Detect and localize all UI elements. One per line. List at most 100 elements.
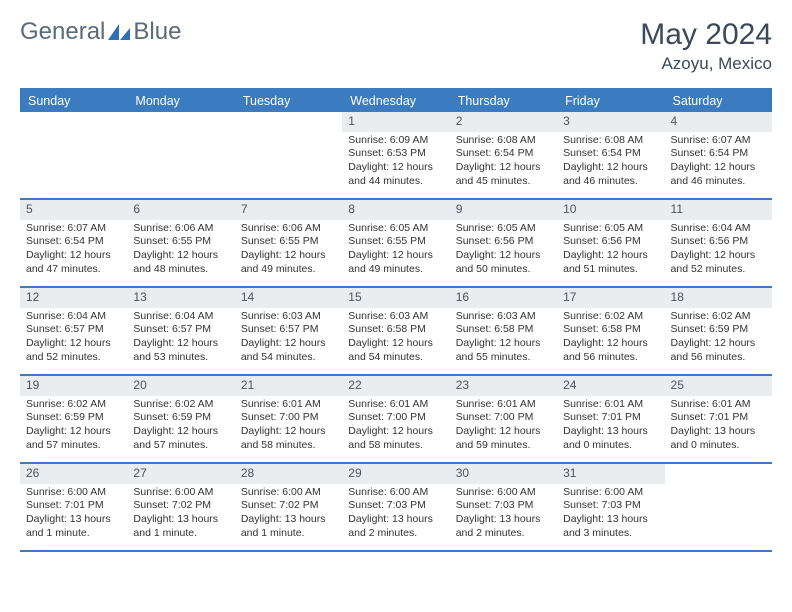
daylight1-text: Daylight: 12 hours	[456, 161, 551, 175]
day-details: Sunrise: 6:01 AMSunset: 7:00 PMDaylight:…	[450, 396, 557, 457]
day-cell: 18Sunrise: 6:02 AMSunset: 6:59 PMDayligh…	[665, 288, 772, 374]
day-number: 28	[235, 464, 342, 484]
day-number: 11	[665, 200, 772, 220]
sunrise-text: Sunrise: 6:01 AM	[671, 398, 766, 412]
daylight1-text: Daylight: 12 hours	[133, 425, 228, 439]
day-number: 14	[235, 288, 342, 308]
daylight2-text: and 54 minutes.	[241, 351, 336, 365]
day-number: 2	[450, 112, 557, 132]
day-details: Sunrise: 6:02 AMSunset: 6:59 PMDaylight:…	[20, 396, 127, 457]
week-row: 12Sunrise: 6:04 AMSunset: 6:57 PMDayligh…	[20, 288, 772, 376]
calendar-page: General Blue May 2024 Azoyu, Mexico Sund…	[0, 0, 792, 562]
sunrise-text: Sunrise: 6:05 AM	[563, 222, 658, 236]
sunrise-text: Sunrise: 6:06 AM	[241, 222, 336, 236]
day-cell: 29Sunrise: 6:00 AMSunset: 7:03 PMDayligh…	[342, 464, 449, 550]
daylight2-text: and 58 minutes.	[348, 439, 443, 453]
sunset-text: Sunset: 6:54 PM	[671, 147, 766, 161]
day-cell: 30Sunrise: 6:00 AMSunset: 7:03 PMDayligh…	[450, 464, 557, 550]
week-row: 5Sunrise: 6:07 AMSunset: 6:54 PMDaylight…	[20, 200, 772, 288]
daylight2-text: and 57 minutes.	[26, 439, 121, 453]
day-details: Sunrise: 6:05 AMSunset: 6:55 PMDaylight:…	[342, 220, 449, 281]
weeks-container: 1Sunrise: 6:09 AMSunset: 6:53 PMDaylight…	[20, 112, 772, 552]
day-cell: 11Sunrise: 6:04 AMSunset: 6:56 PMDayligh…	[665, 200, 772, 286]
daylight1-text: Daylight: 12 hours	[456, 425, 551, 439]
day-details: Sunrise: 6:07 AMSunset: 6:54 PMDaylight:…	[20, 220, 127, 281]
sunrise-text: Sunrise: 6:07 AM	[26, 222, 121, 236]
day-details: Sunrise: 6:02 AMSunset: 6:59 PMDaylight:…	[127, 396, 234, 457]
day-cell: 4Sunrise: 6:07 AMSunset: 6:54 PMDaylight…	[665, 112, 772, 198]
day-details: Sunrise: 6:06 AMSunset: 6:55 PMDaylight:…	[235, 220, 342, 281]
day-number: 17	[557, 288, 664, 308]
day-cell: 21Sunrise: 6:01 AMSunset: 7:00 PMDayligh…	[235, 376, 342, 462]
daylight1-text: Daylight: 13 hours	[456, 513, 551, 527]
sunset-text: Sunset: 6:54 PM	[26, 235, 121, 249]
sunset-text: Sunset: 6:57 PM	[133, 323, 228, 337]
day-details: Sunrise: 6:00 AMSunset: 7:03 PMDaylight:…	[342, 484, 449, 545]
sunset-text: Sunset: 6:54 PM	[456, 147, 551, 161]
daylight2-text: and 51 minutes.	[563, 263, 658, 277]
day-details: Sunrise: 6:01 AMSunset: 7:01 PMDaylight:…	[665, 396, 772, 457]
daylight2-text: and 56 minutes.	[563, 351, 658, 365]
sunrise-text: Sunrise: 6:01 AM	[241, 398, 336, 412]
daylight1-text: Daylight: 13 hours	[671, 425, 766, 439]
day-number: 15	[342, 288, 449, 308]
sunset-text: Sunset: 7:03 PM	[456, 499, 551, 513]
sunrise-text: Sunrise: 6:02 AM	[671, 310, 766, 324]
sunrise-text: Sunrise: 6:09 AM	[348, 134, 443, 148]
daylight1-text: Daylight: 12 hours	[563, 249, 658, 263]
day-details: Sunrise: 6:04 AMSunset: 6:56 PMDaylight:…	[665, 220, 772, 281]
sunset-text: Sunset: 6:56 PM	[456, 235, 551, 249]
daylight2-text: and 52 minutes.	[671, 263, 766, 277]
day-number: 24	[557, 376, 664, 396]
daylight2-text: and 0 minutes.	[563, 439, 658, 453]
daylight1-text: Daylight: 12 hours	[671, 337, 766, 351]
day-number: 30	[450, 464, 557, 484]
daylight2-text: and 52 minutes.	[26, 351, 121, 365]
day-header: Monday	[127, 90, 234, 112]
day-number: 3	[557, 112, 664, 132]
day-number: 23	[450, 376, 557, 396]
sunrise-text: Sunrise: 6:01 AM	[348, 398, 443, 412]
day-header: Saturday	[665, 90, 772, 112]
day-details: Sunrise: 6:04 AMSunset: 6:57 PMDaylight:…	[20, 308, 127, 369]
day-cell: 15Sunrise: 6:03 AMSunset: 6:58 PMDayligh…	[342, 288, 449, 374]
day-number: 18	[665, 288, 772, 308]
day-cell: 7Sunrise: 6:06 AMSunset: 6:55 PMDaylight…	[235, 200, 342, 286]
daylight2-text: and 50 minutes.	[456, 263, 551, 277]
sunrise-text: Sunrise: 6:00 AM	[133, 486, 228, 500]
daylight1-text: Daylight: 12 hours	[563, 337, 658, 351]
daylight2-text: and 53 minutes.	[133, 351, 228, 365]
day-cell: 31Sunrise: 6:00 AMSunset: 7:03 PMDayligh…	[557, 464, 664, 550]
month-title: May 2024	[640, 18, 772, 52]
day-details: Sunrise: 6:00 AMSunset: 7:03 PMDaylight:…	[557, 484, 664, 545]
sunset-text: Sunset: 7:01 PM	[563, 411, 658, 425]
day-cell: 8Sunrise: 6:05 AMSunset: 6:55 PMDaylight…	[342, 200, 449, 286]
daylight1-text: Daylight: 12 hours	[456, 249, 551, 263]
daylight1-text: Daylight: 13 hours	[563, 513, 658, 527]
day-cell: 20Sunrise: 6:02 AMSunset: 6:59 PMDayligh…	[127, 376, 234, 462]
sunset-text: Sunset: 6:57 PM	[241, 323, 336, 337]
day-cell: 27Sunrise: 6:00 AMSunset: 7:02 PMDayligh…	[127, 464, 234, 550]
daylight2-text: and 44 minutes.	[348, 175, 443, 189]
sunset-text: Sunset: 6:58 PM	[456, 323, 551, 337]
day-cell: 10Sunrise: 6:05 AMSunset: 6:56 PMDayligh…	[557, 200, 664, 286]
sunrise-text: Sunrise: 6:08 AM	[563, 134, 658, 148]
daylight2-text: and 46 minutes.	[563, 175, 658, 189]
day-cell: 1Sunrise: 6:09 AMSunset: 6:53 PMDaylight…	[342, 112, 449, 198]
sunrise-text: Sunrise: 6:04 AM	[133, 310, 228, 324]
day-details: Sunrise: 6:01 AMSunset: 7:01 PMDaylight:…	[557, 396, 664, 457]
day-cell: 25Sunrise: 6:01 AMSunset: 7:01 PMDayligh…	[665, 376, 772, 462]
sunrise-text: Sunrise: 6:05 AM	[348, 222, 443, 236]
day-number: 7	[235, 200, 342, 220]
sunset-text: Sunset: 6:59 PM	[26, 411, 121, 425]
week-row: 1Sunrise: 6:09 AMSunset: 6:53 PMDaylight…	[20, 112, 772, 200]
daylight2-text: and 45 minutes.	[456, 175, 551, 189]
sunrise-text: Sunrise: 6:03 AM	[456, 310, 551, 324]
sunrise-text: Sunrise: 6:01 AM	[563, 398, 658, 412]
daylight1-text: Daylight: 13 hours	[563, 425, 658, 439]
day-number: 25	[665, 376, 772, 396]
day-details: Sunrise: 6:08 AMSunset: 6:54 PMDaylight:…	[450, 132, 557, 193]
sunrise-text: Sunrise: 6:05 AM	[456, 222, 551, 236]
day-number: 6	[127, 200, 234, 220]
day-cell	[665, 464, 772, 550]
